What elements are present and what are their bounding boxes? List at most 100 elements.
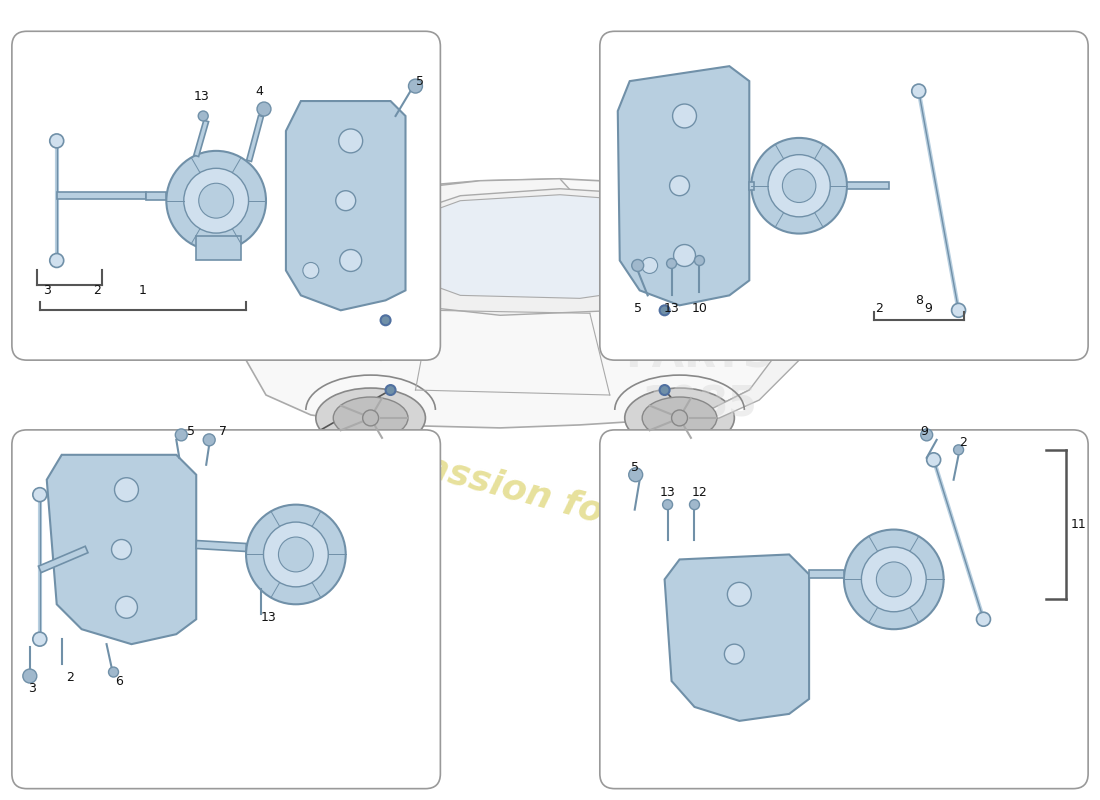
Circle shape bbox=[386, 385, 396, 395]
Text: 2: 2 bbox=[66, 670, 74, 683]
Circle shape bbox=[660, 385, 670, 395]
Polygon shape bbox=[618, 66, 749, 306]
FancyBboxPatch shape bbox=[12, 430, 440, 789]
Polygon shape bbox=[57, 192, 146, 199]
Circle shape bbox=[246, 505, 345, 604]
Circle shape bbox=[50, 134, 64, 148]
Circle shape bbox=[408, 79, 422, 93]
Polygon shape bbox=[680, 241, 814, 425]
Circle shape bbox=[302, 262, 319, 278]
Circle shape bbox=[111, 539, 132, 559]
Text: 12: 12 bbox=[692, 486, 707, 499]
Circle shape bbox=[921, 429, 933, 441]
Polygon shape bbox=[280, 178, 580, 266]
Text: 6: 6 bbox=[116, 674, 123, 687]
Circle shape bbox=[977, 612, 990, 626]
Text: 3: 3 bbox=[28, 682, 35, 695]
Ellipse shape bbox=[316, 388, 426, 448]
Circle shape bbox=[198, 111, 208, 121]
Circle shape bbox=[670, 176, 690, 196]
Ellipse shape bbox=[625, 388, 735, 448]
Circle shape bbox=[725, 644, 745, 664]
Text: 13: 13 bbox=[660, 486, 675, 499]
Circle shape bbox=[116, 596, 138, 618]
Circle shape bbox=[660, 306, 670, 315]
Text: 5: 5 bbox=[630, 462, 639, 474]
Text: 8: 8 bbox=[915, 294, 923, 307]
Circle shape bbox=[672, 410, 688, 426]
Polygon shape bbox=[39, 546, 88, 573]
Text: 2: 2 bbox=[959, 436, 968, 450]
Polygon shape bbox=[381, 189, 719, 315]
Circle shape bbox=[952, 303, 966, 318]
Circle shape bbox=[768, 154, 830, 217]
Polygon shape bbox=[286, 101, 406, 310]
Circle shape bbox=[175, 429, 187, 441]
Text: 9: 9 bbox=[925, 302, 933, 315]
Text: 5: 5 bbox=[634, 302, 641, 315]
Polygon shape bbox=[664, 554, 810, 721]
Polygon shape bbox=[196, 235, 241, 261]
Circle shape bbox=[954, 445, 964, 455]
Text: 5: 5 bbox=[417, 74, 425, 88]
Text: 3: 3 bbox=[43, 284, 51, 297]
Circle shape bbox=[278, 537, 314, 572]
Circle shape bbox=[877, 562, 911, 597]
Circle shape bbox=[629, 468, 642, 482]
Text: 5: 5 bbox=[187, 426, 196, 438]
Text: 1: 1 bbox=[139, 284, 147, 297]
Text: PARTS
1985: PARTS 1985 bbox=[626, 334, 773, 426]
Circle shape bbox=[926, 453, 940, 466]
Circle shape bbox=[184, 168, 249, 233]
Polygon shape bbox=[47, 455, 196, 644]
Text: 7: 7 bbox=[219, 426, 227, 438]
Circle shape bbox=[673, 245, 695, 266]
Circle shape bbox=[694, 255, 704, 266]
Text: a passion for parts: a passion for parts bbox=[360, 434, 740, 566]
Polygon shape bbox=[396, 229, 430, 306]
FancyBboxPatch shape bbox=[12, 31, 440, 360]
Circle shape bbox=[381, 315, 390, 326]
Text: 9: 9 bbox=[920, 426, 927, 438]
Circle shape bbox=[33, 632, 47, 646]
Circle shape bbox=[109, 667, 119, 677]
Circle shape bbox=[363, 410, 378, 426]
Polygon shape bbox=[258, 250, 301, 278]
Ellipse shape bbox=[333, 397, 408, 439]
Polygon shape bbox=[749, 182, 755, 190]
Circle shape bbox=[782, 169, 816, 202]
Circle shape bbox=[631, 259, 644, 271]
Polygon shape bbox=[249, 233, 321, 320]
Circle shape bbox=[257, 102, 271, 116]
Text: 13: 13 bbox=[663, 302, 680, 315]
Circle shape bbox=[23, 669, 36, 683]
Circle shape bbox=[912, 84, 926, 98]
Circle shape bbox=[861, 547, 926, 612]
Circle shape bbox=[667, 258, 676, 269]
Circle shape bbox=[50, 254, 64, 267]
Circle shape bbox=[336, 190, 355, 210]
Polygon shape bbox=[196, 541, 246, 551]
Circle shape bbox=[844, 530, 944, 630]
Circle shape bbox=[662, 500, 672, 510]
Circle shape bbox=[33, 488, 47, 502]
Text: 13: 13 bbox=[261, 610, 277, 624]
Polygon shape bbox=[410, 249, 436, 265]
Circle shape bbox=[339, 129, 363, 153]
FancyBboxPatch shape bbox=[600, 31, 1088, 360]
Ellipse shape bbox=[642, 397, 717, 439]
Text: 2: 2 bbox=[874, 302, 883, 315]
Polygon shape bbox=[146, 192, 166, 200]
Polygon shape bbox=[246, 115, 263, 162]
Circle shape bbox=[166, 151, 266, 250]
Circle shape bbox=[114, 478, 139, 502]
Circle shape bbox=[727, 582, 751, 606]
Circle shape bbox=[204, 434, 216, 446]
Circle shape bbox=[751, 138, 847, 234]
Polygon shape bbox=[847, 182, 889, 190]
Circle shape bbox=[340, 250, 362, 271]
Circle shape bbox=[641, 258, 658, 274]
Polygon shape bbox=[396, 194, 700, 298]
FancyBboxPatch shape bbox=[600, 430, 1088, 789]
Text: 11: 11 bbox=[1070, 518, 1086, 531]
